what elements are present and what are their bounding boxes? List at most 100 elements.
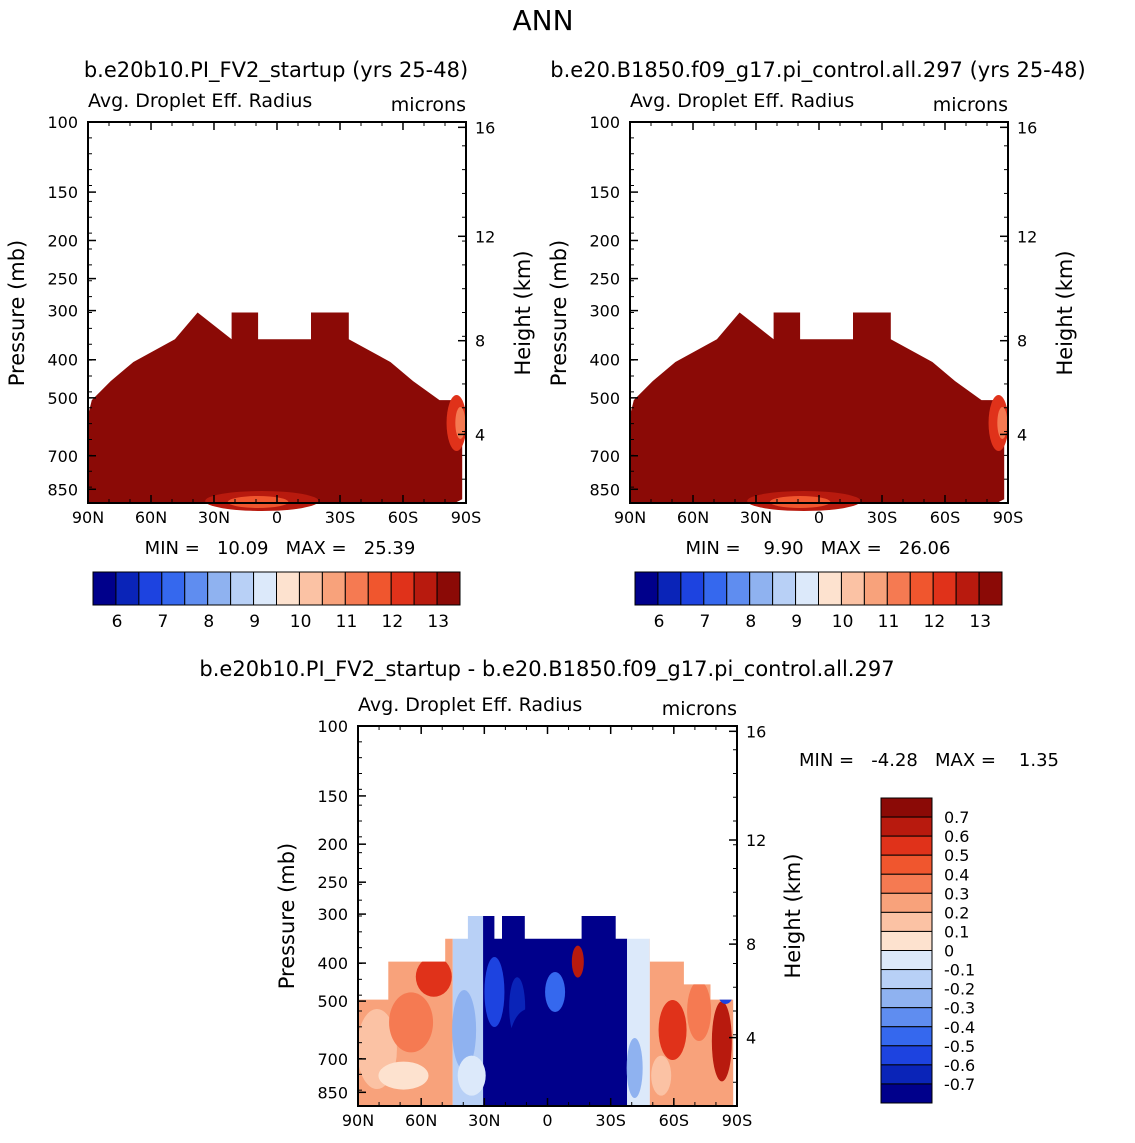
y2-tick-label: 16: [746, 722, 766, 741]
colorbar-swatch: [115, 571, 140, 606]
x-tick-label: 90S: [722, 1111, 753, 1130]
colorbar-swatch: [880, 1026, 933, 1047]
diff-blob: [717, 980, 734, 1004]
y2-tick-label: 4: [746, 1029, 756, 1048]
x-tick-label: 90S: [451, 508, 482, 527]
x-tick-label: 60S: [388, 508, 419, 527]
colorbar-label: 10: [290, 612, 312, 632]
colorbar-swatch: [818, 571, 842, 606]
colorbar-swatch: [749, 571, 774, 606]
colorbar-swatch: [92, 571, 117, 606]
colorbar-swatch: [886, 571, 911, 606]
colorbar-label: 11: [336, 612, 358, 632]
y-tick-label: 100: [589, 113, 620, 132]
colorbar-swatch: [880, 969, 933, 990]
y-tick-label: 200: [47, 231, 78, 250]
x-tick-label: 0: [542, 1111, 552, 1130]
y-tick-label: 500: [47, 389, 78, 408]
x-tick-label: 30S: [325, 508, 356, 527]
y2-tick-label: 4: [1017, 425, 1027, 444]
colorbar-swatch: [703, 571, 728, 606]
colorbar-swatch: [390, 571, 415, 606]
colorbar-label: -0.4: [944, 1018, 975, 1037]
colorbar-label: 10: [832, 612, 854, 632]
colorbar-label: 0.3: [944, 884, 969, 903]
colorbar-swatch: [413, 571, 438, 606]
colorbar-swatch: [321, 571, 346, 606]
diff-blob: [452, 990, 477, 1070]
colorbar-swatch: [657, 571, 682, 606]
colorbar-swatch: [880, 911, 933, 932]
x-tick-label: 30S: [867, 508, 898, 527]
panel-3-right-label: microns: [662, 698, 737, 720]
y-tick-label: 850: [589, 480, 620, 499]
colorbar-swatch: [138, 571, 163, 606]
colorbar-label: -0.3: [944, 999, 975, 1018]
panel-3-colorbar: 0.70.60.50.40.30.20.10-0.1-0.2-0.3-0.4-0…: [880, 797, 975, 1104]
y-tick-label: 150: [317, 787, 348, 806]
colorbar-label: 13: [969, 612, 991, 632]
y-tick-label: 700: [317, 1050, 348, 1069]
colorbar-swatch: [955, 571, 980, 606]
x-tick-label: 60S: [659, 1111, 690, 1130]
colorbar-swatch: [161, 571, 186, 606]
colorbar-label: 8: [203, 612, 214, 632]
diff-blob: [389, 992, 434, 1053]
x-tick-label: 30N: [198, 508, 230, 527]
y-tick-label: 300: [317, 905, 348, 924]
colorbar-label: 11: [878, 612, 900, 632]
colorbar-label: 0.2: [944, 903, 969, 922]
y2-tick-label: 16: [1017, 118, 1037, 137]
y-tick-label: 700: [47, 447, 78, 466]
panel-3-y2-axis-label: Height (km): [781, 853, 805, 978]
colorbar-swatch: [344, 571, 369, 606]
panel-1-colorbar: 6 7 8 9 10 11 12 13: [92, 571, 461, 632]
panel-2: b.e20.B1850.f09_g17.pi_control.all.297 (…: [547, 58, 1086, 632]
panel-1: b.e20b10.PI_FV2_startup (yrs 25-48) Avg.…: [5, 58, 535, 632]
diff-blob: [378, 1061, 429, 1090]
colorbar-swatch: [880, 950, 933, 971]
panel-2-y-axis-label: Pressure (mb): [547, 240, 571, 387]
colorbar-swatch: [880, 854, 933, 875]
panel-3-y-axis-label: Pressure (mb): [275, 843, 299, 990]
panel-1-right-label: microns: [391, 94, 466, 116]
colorbar-swatch: [680, 571, 705, 606]
x-tick-label: 60N: [405, 1111, 437, 1130]
panel-2-plot: 100 150 200 250 300 400 500 700 850 16 12 8 4 90N 60N 3…: [589, 113, 1037, 527]
colorbar-label: 8: [745, 612, 756, 632]
colorbar-swatch: [880, 892, 933, 913]
y-tick-label: 500: [589, 389, 620, 408]
panel-3-title: b.e20b10.PI_FV2_startup - b.e20.B1850.f0…: [199, 657, 894, 682]
colorbar-label: 0.5: [944, 846, 969, 865]
x-tick-label: 0: [272, 508, 282, 527]
diff-blob: [563, 970, 608, 1090]
colorbar-swatch: [207, 571, 232, 606]
data-region: [630, 312, 1005, 503]
colorbar-swatch: [634, 571, 659, 606]
y2-tick-label: 8: [475, 332, 485, 351]
y-tick-label: 850: [317, 1083, 348, 1102]
colorbar-label: 0.4: [944, 865, 969, 884]
y-tick-label: 700: [589, 447, 620, 466]
panel-3-left-label: Avg. Droplet Eff. Radius: [358, 694, 582, 716]
colorbar-swatch: [880, 816, 933, 837]
colorbar-swatch: [436, 571, 461, 606]
panel-2-stats: MIN = 9.90 MAX = 26.06: [686, 538, 951, 559]
colorbar-label: 0.1: [944, 922, 969, 941]
panel-2-title: b.e20.B1850.f09_g17.pi_control.all.297 (…: [550, 58, 1085, 83]
colorbar-swatch: [909, 571, 934, 606]
colorbar-swatch: [880, 1083, 933, 1104]
panel-1-plot: 100 150 200 250 300 400 500 700 850 16 12 8 4 90N 60N 3…: [47, 113, 495, 527]
panel-3-stats: MIN = -4.28 MAX = 1.35: [799, 750, 1059, 771]
panel-2-left-label: Avg. Droplet Eff. Radius: [630, 90, 854, 112]
colorbar-swatch: [726, 571, 751, 606]
y2-tick-label: 12: [1017, 227, 1037, 246]
plot-frame: [357, 725, 738, 1107]
colorbar-swatch: [880, 873, 933, 894]
y2-tick-label: 8: [1017, 332, 1027, 351]
colorbar-label: -0.6: [944, 1056, 975, 1075]
colorbar-swatch: [230, 571, 255, 606]
diff-blob: [571, 945, 584, 978]
colorbar-swatch: [880, 930, 933, 951]
colorbar-label: 0: [944, 942, 954, 961]
